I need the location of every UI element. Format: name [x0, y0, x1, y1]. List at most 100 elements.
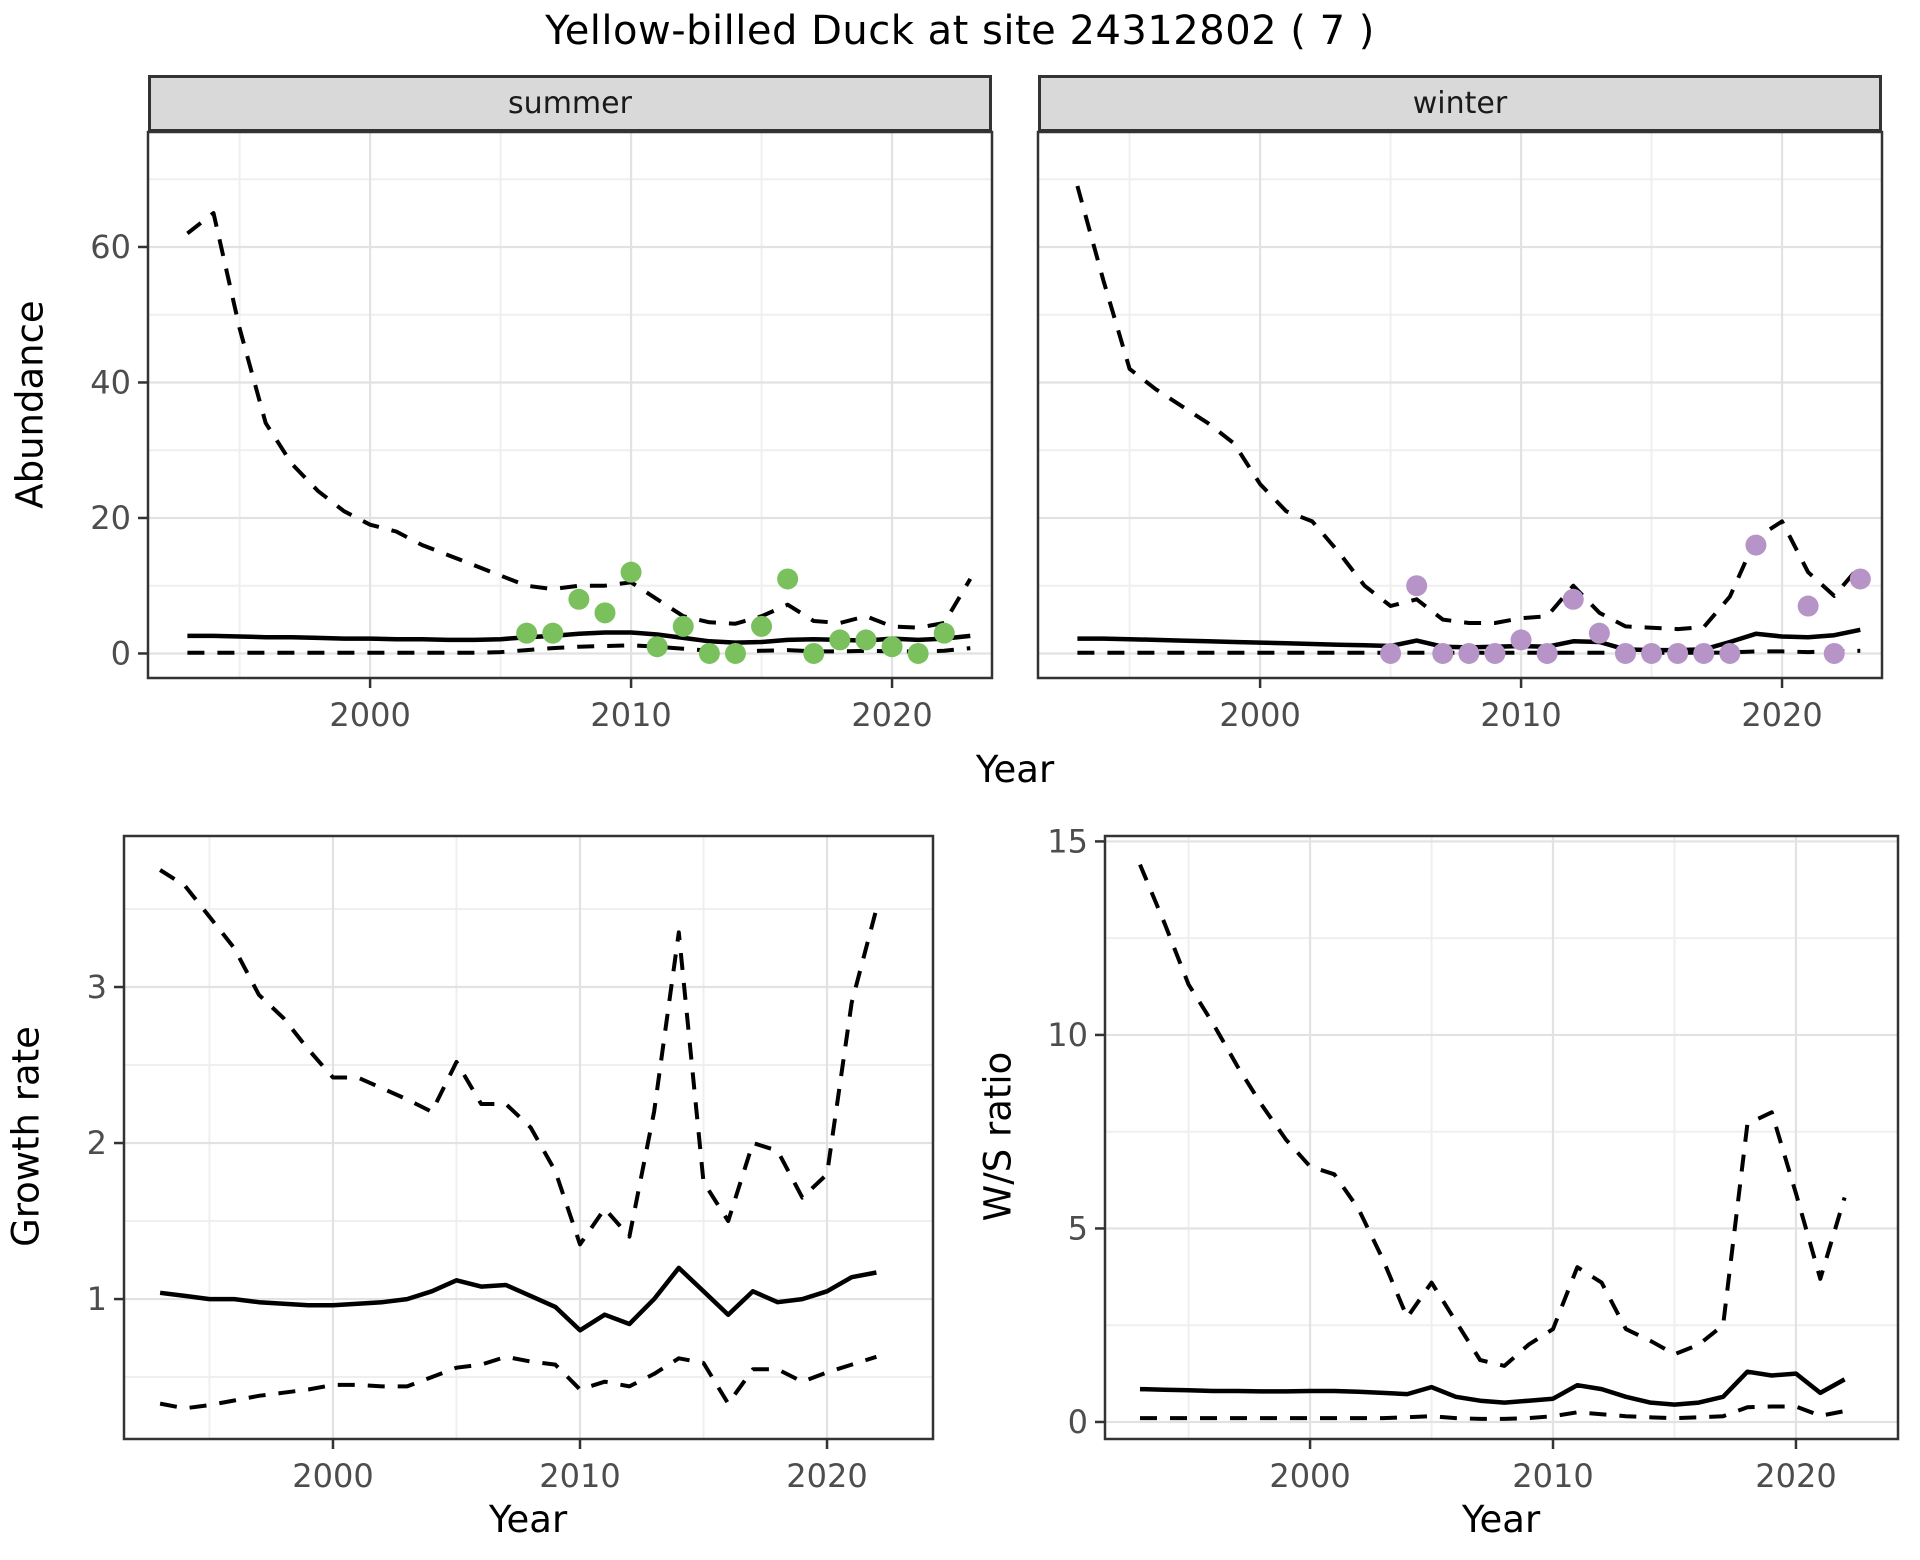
data-point: [751, 615, 773, 637]
data-point: [777, 568, 799, 590]
summer-observations: [516, 561, 955, 664]
axis-ticks: [1095, 840, 1798, 1449]
data-point: [1641, 642, 1663, 664]
x-tick-label: 2020: [786, 1457, 867, 1495]
y-tick-label: 40: [90, 363, 131, 401]
data-point: [829, 629, 851, 651]
data-point: [1823, 642, 1845, 664]
y-tick-label: 10: [1047, 1016, 1088, 1054]
y-tick-label: 15: [1047, 822, 1088, 860]
data-point: [1432, 642, 1454, 664]
series-lower-ci: [187, 643, 971, 655]
data-point: [672, 615, 694, 637]
data-point: [1667, 642, 1689, 664]
data-point: [698, 642, 720, 664]
data-point: [881, 636, 903, 658]
y-tick-label: 1: [87, 1280, 107, 1318]
y-axis-label-growth-rate: Growth rate: [4, 1026, 48, 1247]
data-point: [594, 602, 616, 624]
tick-labels: 2000 2010 2020 0 20 40 60: [90, 228, 932, 734]
series-lower-ci: [159, 1354, 878, 1411]
y-tick-label: 20: [90, 499, 131, 537]
x-axis-label-year-ws: Year: [1461, 1498, 1541, 1541]
tick-labels: 2000 2010 2020: [1219, 696, 1822, 734]
facet-strip-summer: summer: [148, 75, 992, 132]
data-point: [542, 622, 564, 644]
data-point: [1536, 642, 1558, 664]
panel-border: [146, 130, 994, 680]
data-point: [646, 636, 668, 658]
data-point: [1693, 642, 1715, 664]
gridlines: [148, 132, 992, 678]
data-point: [724, 642, 746, 664]
x-tick-label: 2020: [1741, 696, 1822, 734]
data-point: [1510, 629, 1532, 651]
tick-labels: 2000 2010 2020 1 2 3: [87, 968, 868, 1495]
ws-ratio-chart: 2000 2010 2020 0 5 10 15: [1047, 822, 1900, 1495]
data-point: [568, 588, 590, 610]
x-axis-label-year-top: Year: [975, 748, 1055, 791]
data-point: [1380, 642, 1402, 664]
abundance-summer-chart: 2000 2010 2020 0 20 40 60: [90, 130, 994, 734]
x-tick-label: 2000: [1269, 1457, 1350, 1495]
data-point: [516, 622, 538, 644]
data-point: [1562, 588, 1584, 610]
x-tick-label: 2010: [1480, 696, 1561, 734]
data-point: [1849, 568, 1871, 590]
x-tick-label: 2010: [1512, 1457, 1593, 1495]
tick-labels: 2000 2010 2020 0 5 10 15: [1047, 822, 1836, 1495]
facet-strip-label-winter: winter: [1412, 86, 1508, 121]
y-tick-label: 0: [1068, 1403, 1088, 1441]
facet-strip-label-summer: summer: [508, 86, 632, 121]
winter-observations: [1380, 534, 1871, 664]
growth-rate-chart: 2000 2010 2020 1 2 3: [87, 834, 935, 1495]
y-tick-label: 2: [87, 1124, 107, 1162]
y-axis-label-ws-ratio: W/S ratio: [976, 1051, 1020, 1222]
axis-ticks: [114, 985, 829, 1449]
data-point: [1745, 534, 1767, 556]
x-tick-label: 2020: [1755, 1457, 1836, 1495]
panel-border: [1103, 834, 1900, 1441]
data-point: [907, 642, 929, 664]
y-axis-label-abundance: Abundance: [8, 300, 52, 509]
plot-title: Yellow-billed Duck at site 24312802 ( 7 …: [545, 8, 1375, 54]
y-tick-label: 3: [87, 968, 107, 1006]
panel-border: [1036, 130, 1884, 680]
gridlines: [124, 836, 933, 1439]
facet-strip-winter: winter: [1038, 75, 1882, 132]
data-point: [933, 622, 955, 644]
y-tick-label: 0: [111, 634, 131, 672]
x-tick-label: 2000: [1219, 696, 1300, 734]
data-point: [1797, 595, 1819, 617]
x-tick-label: 2010: [590, 696, 671, 734]
panel-background: [124, 836, 933, 1439]
panel-background: [1038, 132, 1882, 678]
series-fit: [1139, 1369, 1846, 1407]
data-point: [1458, 642, 1480, 664]
series-upper-ci: [1075, 185, 1862, 632]
data-point: [803, 642, 825, 664]
panel-border: [122, 834, 935, 1441]
y-tick-label: 60: [90, 228, 131, 266]
panel-background: [1105, 836, 1898, 1439]
data-point: [1406, 575, 1428, 597]
axis-ticks: [138, 245, 894, 688]
data-point: [620, 561, 642, 583]
series-fit: [159, 1265, 877, 1333]
y-tick-label: 5: [1068, 1209, 1088, 1247]
x-tick-label: 2020: [851, 696, 932, 734]
data-point: [1588, 622, 1610, 644]
data-point: [1614, 642, 1636, 664]
data-point: [1719, 642, 1741, 664]
x-tick-label: 2000: [292, 1457, 373, 1495]
abundance-winter-chart: 2000 2010 2020: [1036, 130, 1884, 734]
x-tick-label: 2010: [539, 1457, 620, 1495]
data-point: [855, 629, 877, 651]
x-axis-label-year-growth: Year: [488, 1498, 568, 1541]
gridlines: [1105, 836, 1898, 1439]
data-point: [1484, 642, 1506, 664]
axis-ticks: [1258, 678, 1784, 688]
series-upper-ci: [159, 868, 879, 1247]
series-upper-ci: [186, 211, 973, 630]
